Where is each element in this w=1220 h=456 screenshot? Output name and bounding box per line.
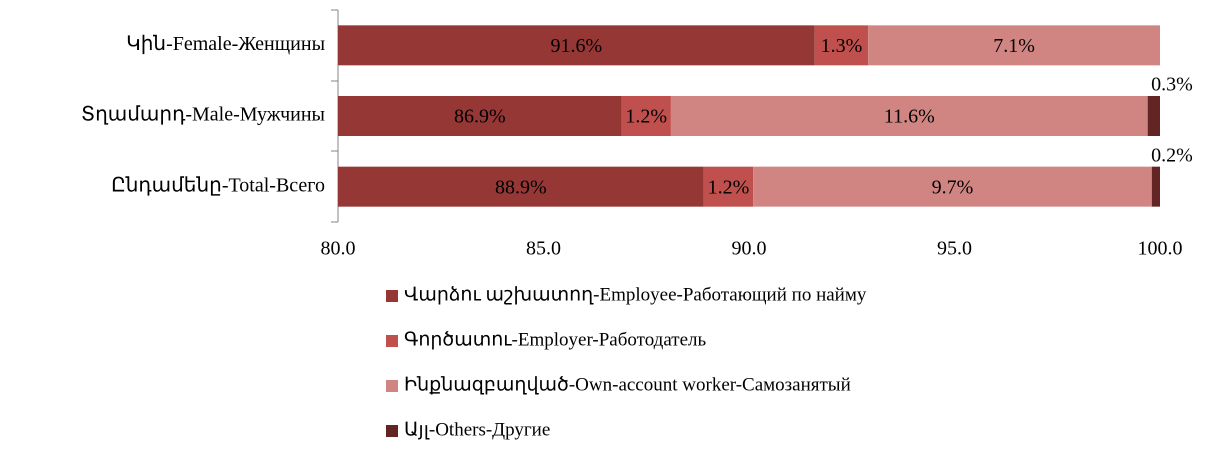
data-label: 1.2%	[625, 106, 667, 128]
legend-label: Վարձու աշխատող-Employee-Работающий по на…	[404, 284, 867, 305]
bar-segment	[1151, 166, 1160, 207]
y-tick-label: Կին-Female-Женщины	[126, 33, 325, 55]
bar-segment	[814, 25, 869, 66]
bar-segment	[868, 25, 1160, 66]
data-label: 1.3%	[821, 35, 863, 57]
y-tick-label: Ընդամենը-Total-Всего	[111, 174, 325, 196]
legend-swatch	[386, 290, 398, 302]
data-label: 9.7%	[932, 176, 974, 198]
data-label: 11.6%	[884, 106, 935, 128]
data-label: 7.1%	[993, 35, 1035, 57]
legend-swatch	[386, 380, 398, 392]
data-label: 1.2%	[708, 176, 750, 198]
bar-segment	[338, 25, 815, 66]
data-label: 0.3%	[1151, 74, 1193, 96]
data-label: 91.6%	[551, 35, 603, 57]
bar-segment	[338, 96, 622, 136]
x-tick-label: 85.0	[526, 238, 561, 260]
x-tick-label: 95.0	[937, 238, 972, 260]
data-label: 0.2%	[1151, 144, 1193, 166]
bar-segment	[1147, 96, 1160, 136]
legend-label: Այլ-Others-Другие	[404, 419, 550, 440]
bar-segment	[670, 96, 1148, 136]
legend-swatch	[386, 335, 398, 347]
legend-label: Գործատու-Employer-Работодатель	[404, 329, 706, 350]
bar-segment	[753, 166, 1152, 207]
y-tick-label: Տղամարդ-Male-Мужчины	[81, 104, 325, 126]
x-tick-label: 90.0	[732, 238, 767, 260]
bar-segment	[621, 96, 671, 136]
data-label: 88.9%	[495, 176, 547, 198]
legend-label: Ինքնազբաղված-Own-account worker-Самозаня…	[404, 374, 851, 395]
x-tick-label: 80.0	[321, 238, 356, 260]
data-label: 86.9%	[454, 106, 506, 128]
bar-segment	[703, 166, 754, 207]
legend-swatch	[386, 425, 398, 437]
bar-segment	[338, 166, 704, 207]
x-tick-label: 100.0	[1138, 238, 1183, 260]
